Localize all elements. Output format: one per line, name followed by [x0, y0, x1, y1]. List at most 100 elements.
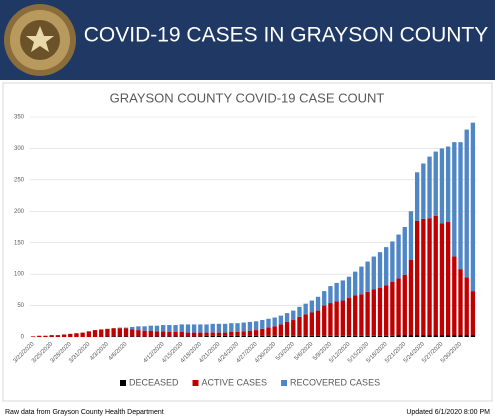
bar-segment: [148, 330, 153, 337]
bar-segment: [346, 276, 352, 299]
bar-segment: [470, 291, 476, 336]
bar-segment: [185, 332, 191, 337]
bar-segment: [247, 335, 253, 337]
bar-segment: [253, 321, 259, 331]
bar-segment: [315, 335, 321, 337]
bar-segment: [328, 286, 333, 304]
bar-segment: [117, 336, 122, 337]
bar-segment: [173, 331, 178, 337]
bar-segment: [303, 335, 308, 337]
bar-segment: [303, 314, 308, 336]
updated-note: Updated 6/1/2020 8:00 PM: [406, 409, 490, 416]
bar-segment: [191, 332, 197, 337]
bar-segment: [191, 336, 197, 337]
legend-label: RECOVERED CASES: [290, 377, 380, 387]
bar-segment: [74, 333, 79, 337]
bar-segment: [49, 335, 54, 337]
bar-segment: [136, 326, 141, 331]
bar-segment: [322, 305, 327, 336]
bar-segment: [222, 335, 228, 337]
bar-segment: [464, 129, 469, 278]
y-tick-label: 350: [14, 115, 25, 121]
bar-segment: [247, 321, 253, 331]
bar-segment: [235, 323, 240, 332]
bar-segment: [204, 332, 209, 336]
bar-segment: [334, 282, 339, 302]
bar-segment: [235, 335, 240, 337]
bar-segment: [30, 336, 36, 337]
bar-segment: [99, 329, 104, 337]
bar-segment: [136, 330, 141, 337]
bar-segment: [68, 333, 73, 337]
bar-segment: [390, 281, 395, 336]
bar-segment: [396, 335, 401, 337]
bar-segment: [117, 327, 122, 329]
bar-segment: [185, 336, 191, 337]
bar-segment: [402, 274, 407, 336]
bar-segment: [297, 306, 302, 317]
bar-segment: [309, 300, 315, 313]
bar-segment: [260, 328, 265, 336]
bar-segment: [390, 241, 395, 282]
bar-segment: [142, 330, 147, 337]
bar-segment: [179, 336, 184, 337]
bar-segment: [365, 335, 370, 337]
bar-segment: [260, 335, 265, 337]
bar-segment: [377, 252, 383, 288]
bar-segment: [130, 329, 135, 337]
bar-segment: [210, 335, 215, 337]
bar-segment: [229, 323, 234, 332]
bar-segment: [229, 331, 234, 336]
bar-segment: [414, 335, 420, 337]
bar-segment: [216, 335, 222, 337]
bar-segment: [421, 163, 426, 219]
bar-segment: [260, 320, 265, 329]
bar-segment: [384, 247, 389, 286]
bar-segment: [371, 335, 376, 337]
bar-segment: [105, 328, 110, 337]
bar-segment: [427, 156, 432, 219]
bar-segment: [458, 269, 463, 336]
bar-segment: [408, 335, 414, 337]
bar-segment: [123, 336, 129, 337]
bar-segment: [179, 324, 184, 332]
bar-segment: [161, 336, 166, 337]
bar-segment: [445, 146, 451, 222]
legend-label: DECEASED: [129, 377, 179, 387]
bar-segment: [173, 325, 178, 332]
bar-segment: [377, 287, 383, 336]
bar-segment: [384, 285, 389, 336]
bar-segment: [148, 325, 153, 331]
bar-segment: [359, 294, 364, 336]
bar-segment: [421, 218, 426, 336]
bar-segment: [291, 335, 296, 337]
bar-segment: [353, 271, 358, 296]
bar-segment: [278, 324, 284, 336]
bar-segment: [445, 221, 451, 336]
bar-segment: [154, 325, 160, 332]
bar-segment: [61, 334, 67, 337]
bar-segment: [371, 256, 376, 290]
bar-segment: [340, 280, 345, 301]
bar-segment: [266, 335, 271, 337]
header-banner: [0, 0, 495, 80]
bar-segment: [445, 335, 451, 337]
bar-segment: [433, 335, 438, 337]
bar-segment: [396, 278, 401, 336]
bar-segment: [253, 330, 259, 336]
bar-segment: [130, 326, 135, 330]
bar-segment: [241, 322, 246, 332]
bar-segment: [371, 289, 376, 336]
bar-segment: [173, 336, 178, 337]
bar-segment: [105, 336, 110, 337]
bar-segment: [117, 328, 122, 337]
bar-segment: [433, 215, 438, 336]
bar-segment: [439, 223, 445, 336]
bar-segment: [161, 325, 166, 332]
bar-segment: [198, 332, 203, 337]
bar-segment: [204, 335, 209, 337]
y-tick-label: 150: [14, 240, 25, 246]
bar-segment: [452, 256, 457, 336]
bar-segment: [328, 335, 333, 337]
y-tick-label: 200: [14, 209, 25, 215]
